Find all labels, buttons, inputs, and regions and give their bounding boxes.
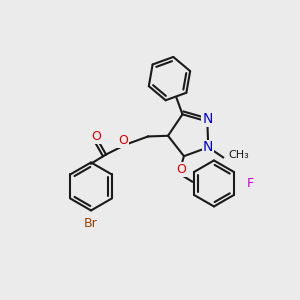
Text: N: N xyxy=(203,140,213,154)
Text: CH₃: CH₃ xyxy=(228,150,249,161)
Text: O: O xyxy=(118,134,128,147)
Text: F: F xyxy=(246,177,254,190)
Text: N: N xyxy=(202,112,212,127)
Text: O: O xyxy=(91,130,101,143)
Text: O: O xyxy=(176,163,186,176)
Text: Br: Br xyxy=(84,217,98,230)
